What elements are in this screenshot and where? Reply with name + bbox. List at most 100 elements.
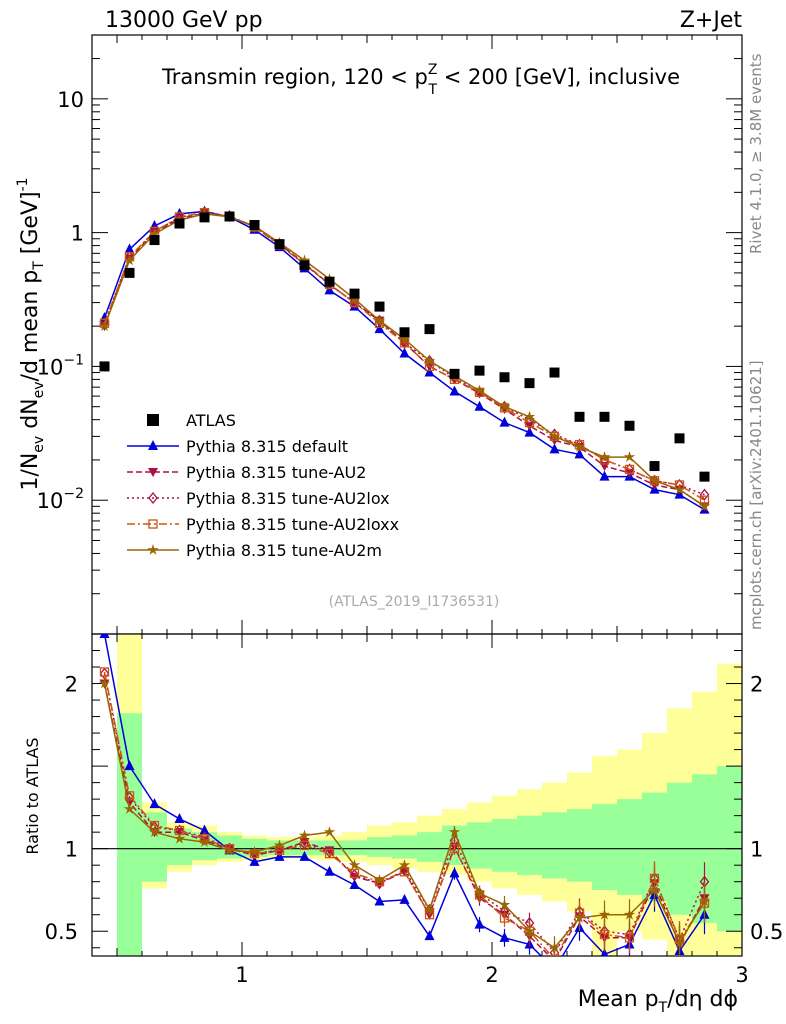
series-0-point xyxy=(474,400,485,411)
data-point xyxy=(299,260,310,271)
band-green-bin xyxy=(567,809,592,882)
series-0-point xyxy=(499,416,510,427)
ratio-0-point xyxy=(174,812,185,823)
data-point xyxy=(199,212,210,223)
ratio-0-point xyxy=(600,948,609,956)
series-4-point xyxy=(573,441,586,452)
legend-marker-2 xyxy=(148,491,158,505)
side-label-rivet: Rivet 4.1.0, ≥ 3.8M events xyxy=(747,53,765,254)
ratio-3-point xyxy=(124,791,135,801)
series-4-point xyxy=(423,354,436,366)
series-0-point xyxy=(374,323,385,334)
ratio-4-point xyxy=(248,846,261,857)
ratio-panel: 1 2 3 2 2 1 1 0.5 0.5 xyxy=(45,633,783,987)
ratio-1-point xyxy=(299,838,310,848)
ratio-1-point xyxy=(550,957,560,966)
series-3-point xyxy=(624,464,635,475)
ratio-4-point xyxy=(223,844,236,856)
ratio-0-point xyxy=(249,855,260,866)
main-panel: 10 1 10−1 10−2 ATLAS Pythia 8.315 default Pyth… xyxy=(37,34,743,635)
ratio-0-point xyxy=(374,895,385,906)
data-point xyxy=(324,276,335,287)
ratio-0-point xyxy=(550,963,560,973)
ratio-y-axis-label: Ratio to ATLAS xyxy=(23,737,42,854)
data-point xyxy=(249,220,260,231)
ratio-4-point xyxy=(498,898,511,910)
ratio-0-point xyxy=(499,931,510,942)
series-4-point xyxy=(623,451,636,462)
data-point xyxy=(499,372,510,383)
data-point xyxy=(349,288,360,299)
legend-label-2: Pythia 8.315 tune-AU2lox xyxy=(186,489,390,508)
series-4-point xyxy=(98,320,111,331)
band-green-bin xyxy=(517,815,542,876)
ratio-4-point xyxy=(598,908,611,920)
series-4-point xyxy=(398,333,411,344)
ratio-3-point xyxy=(299,840,310,851)
data-point xyxy=(274,239,285,250)
series-0-point xyxy=(549,443,560,454)
ratio-y-tick-label: 0.5 xyxy=(45,920,78,944)
ratio-4-point xyxy=(298,829,311,841)
series-0-point xyxy=(574,448,585,459)
series-4-point xyxy=(673,483,686,495)
ratio-4-point xyxy=(398,859,411,870)
ratio-4-point xyxy=(323,826,336,837)
legend-label-atlas: ATLAS xyxy=(186,411,236,430)
ratio-0-point xyxy=(324,865,335,876)
series-4-point xyxy=(148,227,161,239)
ratio-2-point xyxy=(349,869,360,882)
data-point xyxy=(99,361,110,372)
x-axis-label: Mean pT/dη dϕ xyxy=(578,987,738,1016)
data-point xyxy=(674,433,685,444)
band-green-bin xyxy=(592,804,617,890)
series-4-point xyxy=(498,400,511,412)
ratio-0-point xyxy=(299,850,310,861)
ratio-0-point xyxy=(199,824,210,835)
ratio-2-point xyxy=(324,845,335,859)
ratio-2-point xyxy=(374,877,385,890)
y-axis-label: 1/Nev dNev/d mean pT [GeV]-1 xyxy=(15,177,47,490)
ratio-4-point xyxy=(423,903,436,915)
ratio-series-layer xyxy=(98,634,711,973)
series-4-point xyxy=(523,410,536,422)
ratio-4-point xyxy=(473,887,486,899)
legend-label-3: Pythia 8.315 tune-AU2loxx xyxy=(186,515,399,534)
legend-label-4: Pythia 8.315 tune-AU2m xyxy=(186,541,382,560)
ratio-y-tick-label-right: 2 xyxy=(750,673,763,697)
ratio-0-point xyxy=(149,798,160,809)
ratio-0-point xyxy=(349,878,360,889)
data-point xyxy=(474,365,485,376)
y-tick-label: 10−1 xyxy=(37,352,84,379)
series-2-point xyxy=(699,488,710,501)
ratio-2-point xyxy=(299,837,310,850)
ratio-4-point xyxy=(448,826,461,837)
series-2-point xyxy=(574,438,585,451)
ratio-4-point xyxy=(198,836,211,847)
series-0-point xyxy=(524,426,535,437)
ratio-4-point xyxy=(623,908,636,920)
ratio-y-tick-label: 2 xyxy=(65,673,78,697)
ratio-0-point xyxy=(474,918,485,929)
legend: ATLAS Pythia 8.315 default Pythia 8.315 tu… xyxy=(127,411,399,560)
ratio-4-point xyxy=(523,925,536,937)
y-tick-label: 10 xyxy=(57,88,84,112)
ratio-4-point xyxy=(648,883,661,895)
data-point xyxy=(124,267,135,278)
data-point xyxy=(574,411,585,422)
ratio-4-point xyxy=(273,839,286,851)
data-point xyxy=(374,301,385,312)
main-title: Transmin region, 120 < pZ T < 200 [GeV], … xyxy=(161,62,680,98)
data-point xyxy=(699,471,710,482)
band-green-bin xyxy=(367,837,392,857)
series-4-point xyxy=(548,430,561,442)
data-point xyxy=(599,411,610,422)
series-0-point xyxy=(424,366,435,377)
series-4-point xyxy=(698,500,711,512)
data-point xyxy=(649,461,660,472)
side-label-mcplots: mcplots.cern.ch [arXiv:2401.10621] xyxy=(747,360,765,630)
series-4-point xyxy=(648,474,661,486)
header-process-label: Z+Jet xyxy=(680,8,743,33)
ratio-3-point xyxy=(624,933,635,943)
data-point xyxy=(424,324,435,335)
